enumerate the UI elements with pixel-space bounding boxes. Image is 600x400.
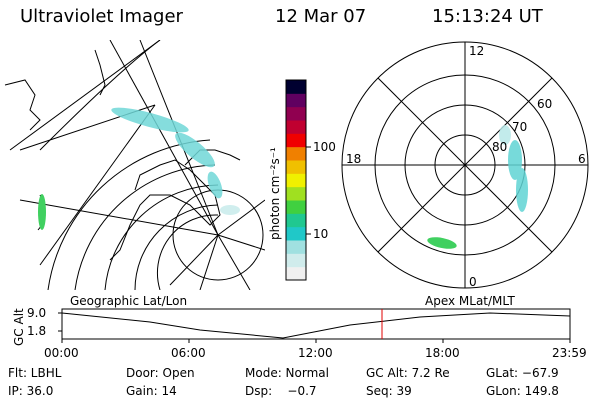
alt-xtick-3: 18:00 xyxy=(425,346,460,360)
mlat-label-80: 80 xyxy=(492,140,508,154)
geographic-title: Geographic Lat/Lon xyxy=(70,294,188,308)
colorbar-segment xyxy=(286,133,306,148)
instrument-title: Ultraviolet Imager xyxy=(20,6,183,27)
alt-ytick-1.8: 1.8 xyxy=(27,324,47,338)
glon-info: GLon: 149.8 xyxy=(486,384,559,398)
dsp-info: Dsp: −0.7 xyxy=(245,384,317,398)
mlt-label-6: 6 xyxy=(578,152,586,166)
colorbar-segment xyxy=(286,146,306,161)
map-border-line-2 xyxy=(9,40,161,151)
mlt-label-12: 12 xyxy=(469,44,485,58)
seq-info: Seq: 39 xyxy=(366,384,412,398)
mode-info: Mode: Normal xyxy=(245,366,329,380)
colorbar-segment xyxy=(286,80,306,94)
colorbar-segment xyxy=(286,186,306,201)
mlat-label-70: 70 xyxy=(512,120,528,134)
alt-xtick-1: 06:00 xyxy=(171,346,206,360)
colorbar-segment xyxy=(286,106,306,121)
ip-info: IP: 36.0 xyxy=(8,384,54,398)
alt-xtick-4: 23:59 xyxy=(552,346,587,360)
map-aurora-green xyxy=(38,194,46,230)
filter-info: Flt: LBHL xyxy=(8,366,62,380)
polar-aurora-green xyxy=(427,237,457,249)
polar-aurora xyxy=(499,125,528,212)
alt-xtick-0: 00:00 xyxy=(44,346,79,360)
date-label: 12 Mar 07 xyxy=(275,6,367,27)
colorbar-segment xyxy=(286,213,306,228)
apex-title: Apex MLat/MLT xyxy=(425,294,515,308)
colorbar-segment xyxy=(286,200,306,214)
door-info: Door: Open xyxy=(126,366,195,380)
colorbar-frame xyxy=(285,79,307,281)
colorbar-segment xyxy=(286,253,306,268)
time-label: 15:13:24 UT xyxy=(432,6,543,27)
gc-alt-info: GC Alt: 7.2 Re xyxy=(366,366,450,380)
alt-xtick-2: 12:00 xyxy=(298,346,333,360)
colorbar-segment xyxy=(286,266,306,281)
colorbar-tick-label-10: 10 xyxy=(313,227,329,241)
colorbar-segment xyxy=(286,120,306,134)
mlt-label-0: 0 xyxy=(469,275,477,289)
glat-info: GLat: −67.9 xyxy=(486,366,559,380)
alt-ytick-9: 9.0 xyxy=(27,306,47,320)
gain-info: Gain: 14 xyxy=(126,384,177,398)
mlat-label-60: 60 xyxy=(537,97,553,111)
colorbar-tick-label-100: 100 xyxy=(313,140,336,154)
altitude-xticks xyxy=(61,339,571,343)
colorbar-segment xyxy=(286,173,306,188)
colorbar-segment xyxy=(286,226,306,241)
colorbar-segment xyxy=(286,93,306,108)
altitude-curve xyxy=(61,312,571,339)
lat-arc-1 xyxy=(47,139,211,290)
colorbar-segment xyxy=(286,160,306,174)
colorbar-segment xyxy=(286,240,306,254)
map-aurora xyxy=(111,107,240,215)
mlt-label-18: 18 xyxy=(346,152,362,166)
